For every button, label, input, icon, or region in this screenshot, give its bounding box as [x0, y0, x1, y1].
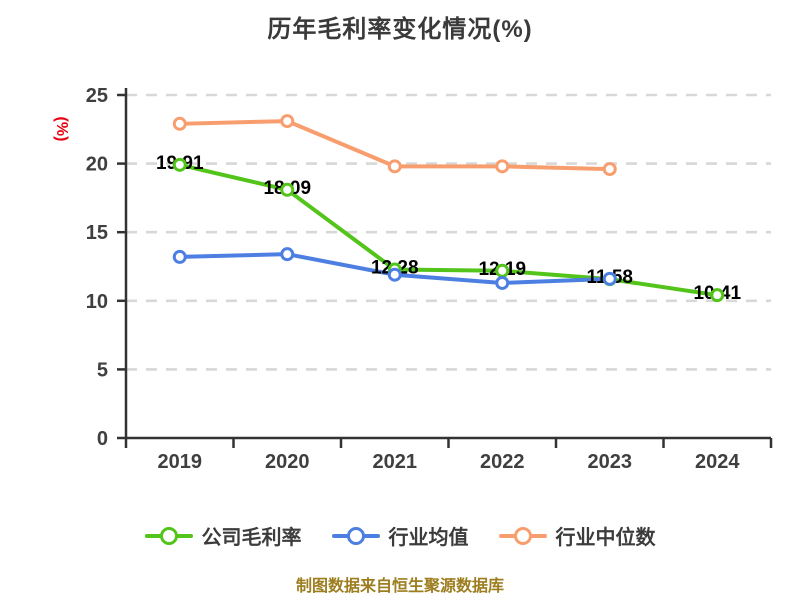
data-point-marker	[495, 275, 510, 290]
data-point-marker	[387, 267, 402, 282]
y-tick-label: 10	[86, 291, 108, 313]
data-point-marker	[495, 159, 510, 174]
legend-item-2[interactable]: 行业中位数	[498, 521, 656, 550]
legend-line-marker-icon	[498, 526, 547, 545]
series-line-0	[177, 162, 720, 298]
y-tick-label: 25	[86, 85, 108, 107]
y-tick-label: 0	[97, 428, 108, 450]
data-point-marker	[495, 263, 510, 278]
data-point-marker	[602, 271, 617, 286]
chart-title: 历年毛利率变化情况(%)	[267, 16, 533, 43]
legend-label: 公司毛利率	[201, 527, 302, 549]
data-point-marker	[172, 157, 187, 172]
x-tick-label: 2022	[480, 451, 525, 473]
legend-item-1[interactable]: 行业均值	[331, 521, 469, 550]
data-point-marker	[602, 162, 617, 177]
legend-label: 行业均值	[388, 527, 469, 549]
legend-dot-icon	[346, 526, 365, 545]
data-point-marker	[172, 116, 187, 131]
data-point-marker	[280, 247, 295, 262]
data-point-marker	[172, 249, 187, 264]
legend-dot-icon	[159, 526, 178, 545]
legend-item-0[interactable]: 公司毛利率	[144, 521, 302, 550]
data-point-marker	[280, 182, 295, 197]
legend-line-marker-icon	[331, 526, 380, 545]
y-tick-label: 20	[86, 154, 108, 176]
x-tick-label: 2021	[373, 451, 418, 473]
legend-label: 行业中位数	[555, 527, 656, 549]
y-tick-label: 5	[97, 359, 108, 381]
data-point-marker	[280, 114, 295, 129]
legend-dot-icon	[513, 526, 532, 545]
data-point-marker	[387, 159, 402, 174]
x-tick-label: 2019	[158, 451, 203, 473]
x-tick-label: 2023	[588, 451, 633, 473]
data-source-note: 制图数据来自恒生聚源数据库	[295, 578, 504, 595]
x-tick-label: 2020	[265, 451, 310, 473]
data-point-marker	[710, 288, 725, 303]
y-tick-label: 15	[86, 222, 108, 244]
legend-line-marker-icon	[144, 526, 193, 545]
legend: 公司毛利率 行业均值 行业中位数	[0, 521, 800, 550]
x-tick-label: 2024	[695, 451, 740, 473]
